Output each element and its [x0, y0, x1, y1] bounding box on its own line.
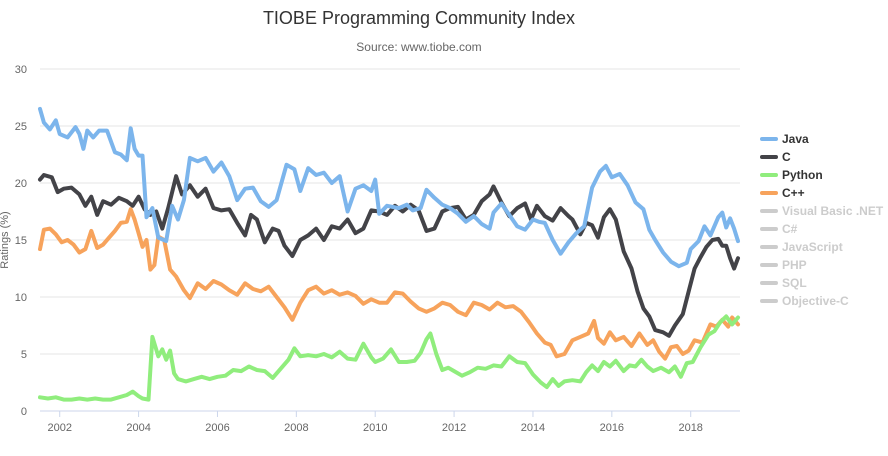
legend-label: PHP — [782, 258, 807, 272]
y-tick-label: 10 — [15, 292, 27, 304]
legend-label: Visual Basic .NET — [782, 204, 884, 218]
y-tick-label: 25 — [15, 121, 27, 133]
chart-subtitle: Source: www.tiobe.com — [356, 40, 481, 54]
x-tick-label: 2008 — [284, 422, 308, 434]
legend-item-javascript[interactable]: JavaScript — [760, 240, 843, 254]
legend-item-c[interactable]: C — [760, 150, 791, 164]
axes: 0 5 10 15 20 25 30 2002 2004 2006 2008 2010 2012 2014… — [15, 64, 740, 434]
series-line-java[interactable] — [38, 106, 740, 269]
y-tick-label: 30 — [15, 64, 27, 76]
y-tick-label: 5 — [21, 349, 27, 361]
legend-label: Java — [782, 132, 809, 146]
legend-item-sql[interactable]: SQL — [760, 276, 807, 290]
x-tick-label: 2012 — [442, 422, 466, 434]
legend-item-c[interactable]: C# — [760, 222, 798, 236]
x-tick-label: 2010 — [363, 422, 387, 434]
legend-label: SQL — [782, 276, 807, 290]
legend-label: Python — [782, 168, 823, 182]
series-line-c[interactable] — [38, 173, 740, 338]
legend-label: C++ — [782, 186, 805, 200]
legend-label: JavaScript — [782, 240, 843, 254]
y-axis-title: Ratings (%) — [0, 211, 11, 268]
x-tick-label: 2018 — [678, 422, 702, 434]
legend-label: C# — [782, 222, 798, 236]
x-tick-label: 2004 — [126, 422, 150, 434]
y-tick-label: 20 — [15, 178, 27, 190]
legend-item-php[interactable]: PHP — [760, 258, 807, 272]
x-tick-label: 2006 — [205, 422, 229, 434]
legend-item-c[interactable]: C++ — [760, 186, 805, 200]
x-tick-label: 2016 — [600, 422, 624, 434]
series-line-c[interactable] — [38, 207, 740, 361]
x-tick-label: 2014 — [521, 422, 545, 434]
x-tick-label: 2002 — [47, 422, 71, 434]
series-line-python[interactable] — [38, 314, 740, 402]
y-tick-label: 15 — [15, 235, 27, 247]
legend[interactable]: Java C Python C++ Visual Basic .NET C# JavaScr… — [760, 132, 884, 308]
legend-label: C — [782, 150, 791, 164]
chart-title: TIOBE Programming Community Index — [263, 8, 575, 28]
legend-item-objective-c[interactable]: Objective-C — [760, 294, 849, 308]
legend-item-python[interactable]: Python — [760, 168, 823, 182]
legend-item-visual-basic-net[interactable]: Visual Basic .NET — [760, 204, 884, 218]
series-lines — [38, 106, 740, 402]
y-tick-label: 0 — [21, 406, 27, 418]
legend-item-java[interactable]: Java — [760, 132, 809, 146]
legend-label: Objective-C — [782, 294, 849, 308]
